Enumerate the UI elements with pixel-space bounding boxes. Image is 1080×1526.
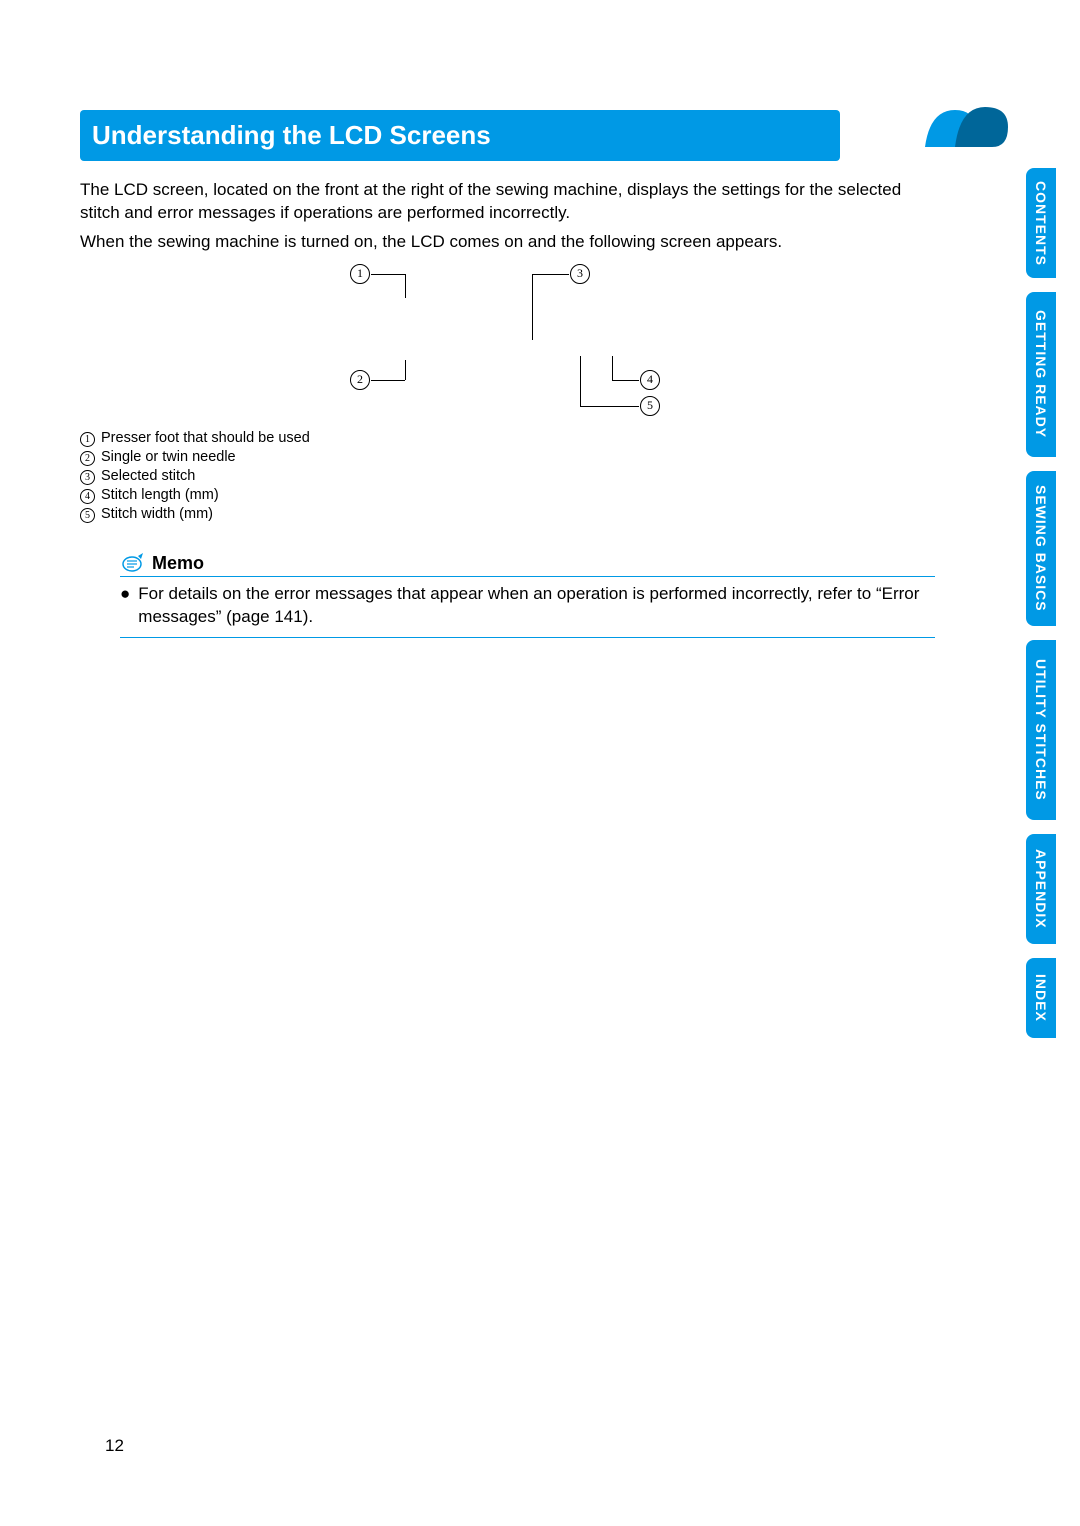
leader-line	[371, 274, 405, 275]
memo-icon	[120, 553, 144, 573]
legend-num-3: 3	[80, 470, 95, 485]
callout-3: 3	[570, 264, 590, 284]
callout-1: 1	[350, 264, 370, 284]
leader-line	[405, 274, 406, 298]
legend-row: 3 Selected stitch	[80, 468, 935, 485]
leader-line	[580, 406, 639, 407]
legend-row: 1 Presser foot that should be used	[80, 430, 935, 447]
leader-line	[612, 380, 639, 381]
callout-2: 2	[350, 370, 370, 390]
legend-text-5: Stitch width (mm)	[101, 506, 213, 522]
legend-num-4: 4	[80, 489, 95, 504]
banner-decoration	[920, 105, 1020, 155]
legend-num-1: 1	[80, 432, 95, 447]
tab-contents[interactable]: CONTENTS	[1026, 168, 1056, 278]
intro-paragraph-1: The LCD screen, located on the front at …	[80, 179, 935, 225]
legend-text-1: Presser foot that should be used	[101, 430, 310, 446]
tab-label: APPENDIX	[1033, 849, 1049, 929]
memo-block: Memo ● For details on the error messages…	[120, 553, 935, 638]
callout-4: 4	[640, 370, 660, 390]
tab-sewing-basics[interactable]: SEWING BASICS	[1026, 471, 1056, 626]
lcd-diagram: 1 3 2 4 5	[80, 260, 935, 420]
legend-row: 2 Single or twin needle	[80, 449, 935, 466]
tab-label: SEWING BASICS	[1033, 485, 1049, 612]
legend-text-4: Stitch length (mm)	[101, 487, 219, 503]
tab-utility-stitches[interactable]: UTILITY STITCHES	[1026, 640, 1056, 820]
diagram-legend: 1 Presser foot that should be used 2 Sin…	[80, 430, 935, 523]
section-title-banner: Understanding the LCD Screens	[80, 110, 840, 161]
leader-line	[371, 380, 405, 381]
main-content: Understanding the LCD Screens The LCD sc…	[80, 110, 935, 638]
callout-5: 5	[640, 396, 660, 416]
intro-paragraph-2: When the sewing machine is turned on, th…	[80, 231, 935, 254]
tab-getting-ready[interactable]: GETTING READY	[1026, 292, 1056, 457]
tab-index[interactable]: INDEX	[1026, 958, 1056, 1038]
leader-line	[580, 356, 581, 406]
section-title: Understanding the LCD Screens	[92, 120, 491, 150]
page-number: 12	[105, 1436, 124, 1456]
tab-label: GETTING READY	[1033, 310, 1049, 438]
tab-appendix[interactable]: APPENDIX	[1026, 834, 1056, 944]
tab-label: UTILITY STITCHES	[1033, 659, 1049, 801]
leader-line	[532, 274, 569, 275]
legend-num-5: 5	[80, 508, 95, 523]
memo-body: ● For details on the error messages that…	[120, 583, 935, 638]
memo-title: Memo	[152, 553, 204, 574]
tab-label: CONTENTS	[1033, 181, 1049, 266]
legend-num-2: 2	[80, 451, 95, 466]
memo-bullet: ●	[120, 583, 130, 629]
side-tabs: CONTENTS GETTING READY SEWING BASICS UTI…	[1026, 168, 1056, 1038]
legend-text-2: Single or twin needle	[101, 449, 236, 465]
tab-label: INDEX	[1033, 974, 1049, 1022]
legend-text-3: Selected stitch	[101, 468, 195, 484]
memo-text: For details on the error messages that a…	[138, 583, 935, 629]
leader-line	[532, 274, 533, 340]
leader-line	[612, 356, 613, 380]
legend-row: 5 Stitch width (mm)	[80, 506, 935, 523]
legend-row: 4 Stitch length (mm)	[80, 487, 935, 504]
memo-header: Memo	[120, 553, 935, 577]
leader-line	[405, 360, 406, 380]
